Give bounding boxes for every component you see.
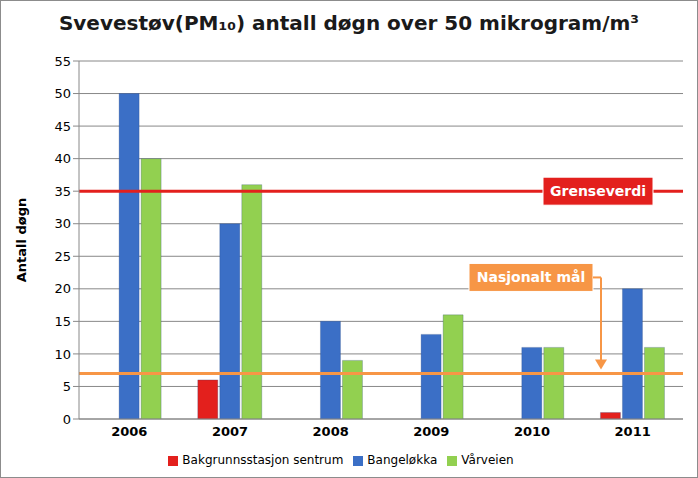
svg-text:0: 0 [63, 412, 71, 427]
svg-text:15: 15 [54, 314, 71, 329]
svg-text:45: 45 [54, 119, 71, 134]
svg-text:50: 50 [54, 86, 71, 101]
svg-text:25: 25 [54, 249, 71, 264]
svg-text:2011: 2011 [615, 424, 651, 439]
svg-text:Grenseverdi: Grenseverdi [550, 183, 646, 199]
svg-text:2008: 2008 [313, 424, 349, 439]
svg-text:55: 55 [54, 54, 71, 69]
html-text:Bakgrunnsstasjon sentrum: Bakgrunnsstasjon sentrum [182, 453, 344, 467]
svg-text:Antall døgn: Antall døgn [14, 198, 29, 283]
svg-text:2006: 2006 [111, 424, 147, 439]
svg-text:35: 35 [54, 184, 71, 199]
html-text:Svevestøv(PM₁₀) antall døgn ov: Svevestøv(PM₁₀) antall døgn over 50 mikr… [58, 11, 640, 35]
svg-text:30: 30 [54, 216, 71, 231]
svg-text:40: 40 [54, 151, 71, 166]
svg-text:2009: 2009 [413, 424, 449, 439]
svg-text:Nasjonalt mål: Nasjonalt mål [477, 269, 586, 285]
html-text:Vårveien: Vårveien [461, 453, 514, 467]
html-text:Bangeløkka: Bangeløkka [367, 453, 438, 467]
svg-text:20: 20 [54, 281, 71, 296]
svg-text:5: 5 [63, 379, 71, 394]
svg-text:2007: 2007 [212, 424, 248, 439]
svg-text:10: 10 [54, 347, 71, 362]
svg-text:2010: 2010 [514, 424, 550, 439]
